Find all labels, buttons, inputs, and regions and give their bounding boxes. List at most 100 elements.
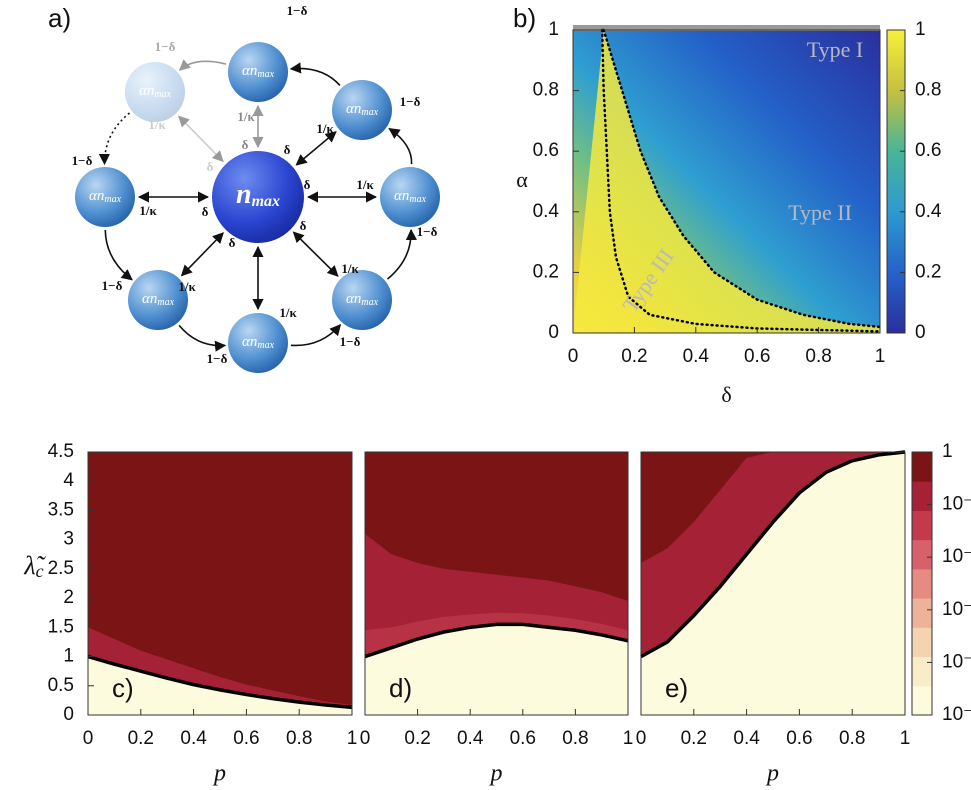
y-tick-label: 3.5 — [48, 499, 74, 520]
y-tick-label: 0.4 — [533, 201, 560, 222]
edge-label: 1−δ — [207, 351, 228, 366]
panel-label: e) — [665, 673, 688, 703]
node-label-base: αn — [142, 291, 157, 307]
x-tick-label: 0.2 — [621, 346, 647, 367]
node-label-sub: max — [409, 194, 426, 205]
x-tick-label: 1 — [623, 728, 634, 749]
node-label-base: αn — [346, 291, 361, 307]
x-tick-label: 0.4 — [457, 728, 484, 749]
colorbar-tick-label: 1 — [942, 441, 953, 462]
edge-label: 1/κ — [341, 261, 359, 276]
edge-label: 1−δ — [72, 153, 93, 168]
edge-label: 1/κ — [356, 177, 374, 192]
center-label-base: n — [236, 179, 252, 210]
x-tick-label: 0.6 — [786, 728, 812, 749]
y-axis-label: λ̃c — [23, 551, 46, 581]
y-tick-label: 0 — [548, 322, 559, 343]
edge-label: δ — [229, 235, 236, 250]
ring-arrow — [179, 325, 225, 345]
y-tick-label: 1 — [548, 19, 559, 40]
ring-arrow — [388, 230, 412, 279]
colorbar-band — [912, 598, 932, 628]
ring-arrow — [291, 325, 340, 346]
edge-label: 1−δ — [400, 94, 421, 109]
colorbar-tick-label: 0.8 — [915, 80, 941, 101]
panel-label: c) — [112, 673, 134, 703]
edge-label: 1/κ — [139, 203, 157, 218]
y-tick-label: 0.2 — [533, 261, 559, 282]
node-label-sub: max — [361, 297, 378, 308]
node: αnmax — [228, 313, 288, 373]
colorbar-tick-label: 0 — [915, 322, 926, 343]
node: αnmax — [75, 167, 135, 227]
x-axis-label: p — [212, 761, 226, 787]
x-axis-label: δ — [721, 382, 731, 407]
colorbar-band — [912, 686, 932, 716]
node-label-sub: max — [361, 107, 378, 118]
edge-label: δ — [202, 204, 209, 219]
colorbar-band — [912, 540, 932, 570]
y-tick-label: 2 — [63, 587, 74, 608]
annotation: Type II — [788, 200, 852, 225]
colorbar — [887, 30, 905, 333]
y-tick-label: 2.5 — [48, 558, 74, 579]
edge-label: 1−δ — [340, 334, 361, 349]
colorbar-band — [912, 510, 932, 540]
arrow — [182, 233, 223, 276]
x-tick-label: 0 — [568, 346, 579, 367]
y-axis-label: α — [516, 167, 528, 192]
ring-arrow — [389, 129, 411, 164]
ring-arrow — [180, 61, 226, 70]
x-tick-label: 0 — [360, 728, 371, 749]
edge-label: 1−δ — [417, 224, 438, 239]
ring-arrow — [105, 230, 132, 280]
center-label-sub: max — [252, 193, 280, 210]
y-tick-label: 0.8 — [533, 80, 559, 101]
panel-label: d) — [389, 673, 412, 703]
node-label-base: αn — [139, 83, 154, 99]
node: αnmax — [332, 270, 392, 330]
x-axis-label: p — [765, 761, 779, 787]
edge-label: 1/κ — [279, 305, 297, 320]
x-tick-label: 0 — [636, 728, 647, 749]
y-tick-label: 0 — [63, 704, 74, 725]
node-label-base: αn — [242, 63, 257, 79]
panel-label: b) — [513, 3, 536, 33]
colorbar-tick-label: 10⁻¹ — [942, 494, 971, 515]
arrow — [179, 116, 223, 161]
edge-label: 1−δ — [287, 3, 308, 18]
y-axis-label-sub: c — [36, 561, 44, 581]
x-tick-label: 0.8 — [562, 728, 588, 749]
x-tick-label: 0.4 — [683, 346, 710, 367]
node-label-base: αn — [346, 101, 361, 117]
edge-label: δ — [207, 159, 214, 174]
x-tick-label: 1 — [875, 346, 886, 367]
x-tick-label: 0.4 — [180, 728, 207, 749]
ring-arrow — [291, 68, 340, 85]
arrow — [294, 232, 338, 276]
colorbar-tick-label: 10⁻³ — [942, 599, 971, 620]
y-tick-label: 1.5 — [48, 616, 74, 637]
x-tick-label: 0.2 — [404, 728, 430, 749]
x-tick-label: 0.6 — [510, 728, 536, 749]
edge-label: 1/κ — [178, 279, 196, 294]
figure: a) nmaxαnmaxαnmaxαnmaxαnmaxαnmaxαnmaxαnm… — [0, 0, 971, 790]
edge-label: 1/κ — [148, 117, 166, 132]
colorbar-band — [912, 627, 932, 657]
node: αnmax — [125, 62, 185, 122]
colorbar-tick-label: 0.2 — [915, 261, 941, 282]
edge-label: 1−δ — [102, 278, 123, 293]
colorbar-tick-label: 0.4 — [915, 201, 942, 222]
x-tick-label: 1 — [900, 728, 911, 749]
y-tick-label: 1 — [63, 646, 74, 667]
edge-label: δ — [242, 137, 249, 152]
node: αnmax — [380, 167, 440, 227]
x-tick-label: 1 — [347, 728, 358, 749]
y-tick-label: 0.5 — [48, 675, 74, 696]
edge-label: δ — [304, 177, 311, 192]
colorbar-tick-label: 10⁻² — [942, 546, 971, 567]
colorbar-tick-label: 10⁻⁵ — [942, 704, 971, 725]
x-tick-label: 0.8 — [286, 728, 312, 749]
x-tick-label: 0.8 — [805, 346, 831, 367]
node-label-sub: max — [154, 89, 171, 100]
